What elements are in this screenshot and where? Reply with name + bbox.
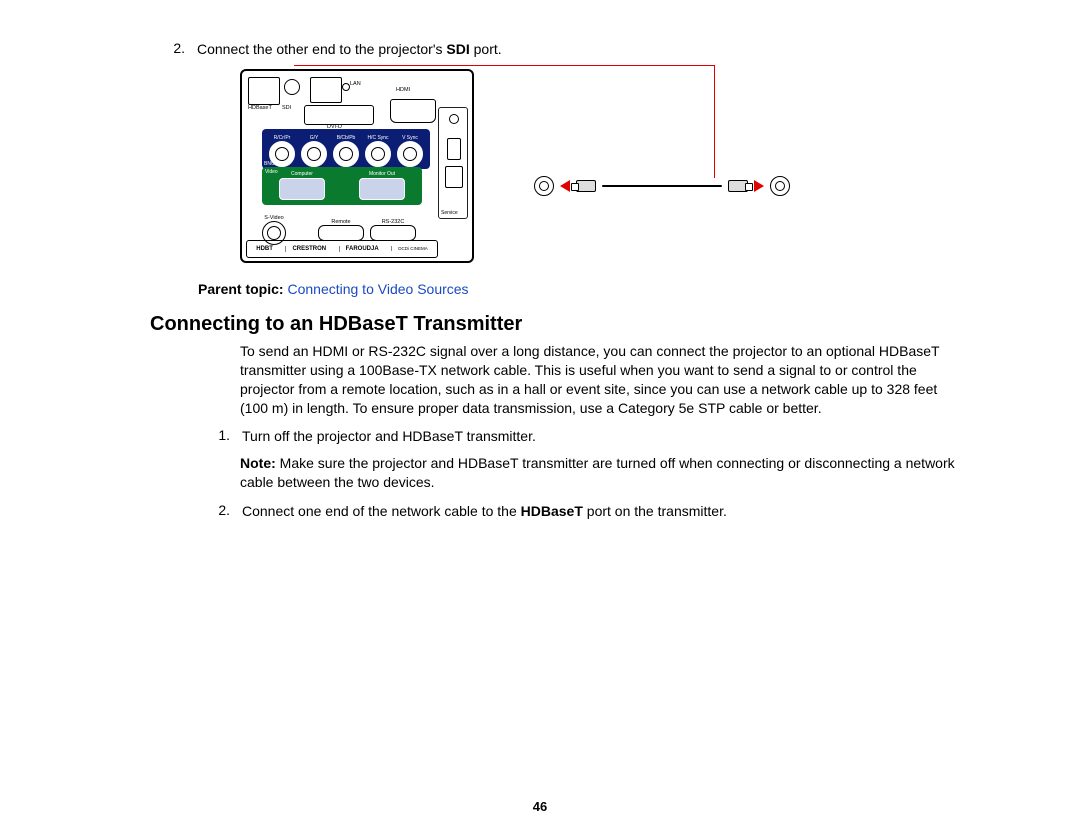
sdi-label: SDI [282, 105, 291, 111]
cable-plug-left [576, 180, 596, 192]
bnc-side-label: BNC [264, 161, 275, 167]
step-2-row: 2. Connect the other end to the projecto… [150, 40, 960, 59]
hd-step2-after: port on the transmitter. [583, 503, 727, 519]
side-wifi-port [445, 166, 463, 188]
projector-rear-panel: HDBaseT SDI LAN DVI-D HDMI BNC R/Cr/Pr G… [240, 69, 474, 263]
brand-3: DCDi CINEMA [391, 246, 434, 251]
step2-before: Connect the other end to the projector's [197, 41, 446, 57]
hd-step-1: 1. Turn off the projector and HDBaseT tr… [195, 427, 960, 446]
bnc-strip: BNC R/Cr/Pr G/Y B/Cb/Pb H/C Sync V Sync [262, 129, 430, 169]
step-number: 2. [150, 40, 197, 59]
lan-port [310, 77, 342, 103]
dvid-port [304, 105, 374, 125]
note-bold: Note: [240, 455, 276, 471]
hdbaset-port [248, 77, 280, 105]
bnc-port-2 [333, 141, 359, 167]
intro-paragraph: To send an HDMI or RS-232C signal over a… [240, 342, 960, 418]
lan-led [342, 83, 350, 91]
rs232-port [370, 225, 416, 241]
sdi-port [284, 79, 300, 95]
monitor-out-port [359, 178, 405, 200]
bnc-port-4 [397, 141, 423, 167]
bnc-lbl-4: V Sync [402, 135, 418, 141]
video-left-label: Video [265, 169, 278, 175]
hdmi-label: HDMI [396, 87, 410, 93]
side-usb-port [447, 138, 461, 160]
lan-label: LAN [350, 81, 361, 87]
hd-step1-text: Turn off the projector and HDBaseT trans… [242, 427, 960, 446]
bnc-lbl-1: G/Y [310, 135, 319, 141]
arrow-right-icon [754, 180, 764, 192]
video-strip: Video Computer Monitor Out [262, 167, 422, 205]
service-label: Service [441, 210, 458, 216]
cable-line [602, 185, 722, 187]
note-text: Make sure the projector and HDBaseT tran… [240, 455, 955, 490]
bnc-lbl-2: B/Cb/Pb [337, 135, 356, 141]
hd-step1-num: 1. [195, 427, 242, 446]
parent-topic: Parent topic: Connecting to Video Source… [198, 281, 960, 297]
cable-plug-right [728, 180, 748, 192]
brand-0: HDBT [250, 246, 279, 252]
remote-port [318, 225, 364, 241]
hd-step2-num: 2. [195, 502, 242, 521]
step2-bold: SDI [446, 41, 469, 57]
bnc-lbl-0: R/Cr/Pr [274, 135, 291, 141]
bnc-port-3 [365, 141, 391, 167]
brand-2: FAROUDJA [339, 246, 385, 252]
hd-step-2: 2. Connect one end of the network cable … [195, 502, 960, 521]
hd-step2-text: Connect one end of the network cable to … [242, 502, 960, 521]
bnc-lbl-3: H/C Sync [367, 135, 388, 141]
step-text: Connect the other end to the projector's… [197, 40, 960, 59]
remote-label: Remote [331, 219, 350, 225]
brand-bar: HDBT CRESTRON FAROUDJA DCDi CINEMA [246, 240, 438, 258]
page-number: 46 [0, 799, 1080, 814]
cable-jack-left [534, 176, 554, 196]
side-led [449, 114, 459, 124]
hd-note: Note: Make sure the projector and HDBase… [240, 454, 960, 492]
arrow-left-icon [560, 180, 570, 192]
hdbaset-label: HDBaseT [248, 105, 272, 111]
bottom-port-row: S-Video Remote RS-232C [262, 221, 422, 239]
vga2-label: Monitor Out [369, 171, 395, 177]
parent-topic-label: Parent topic: [198, 281, 287, 297]
diagram-block: HDBaseT SDI LAN DVI-D HDMI BNC R/Cr/Pr G… [240, 69, 960, 263]
page-content: 2. Connect the other end to the projecto… [0, 0, 1080, 549]
section-heading: Connecting to an HDBaseT Transmitter [150, 313, 960, 336]
service-column: Service [438, 107, 468, 219]
vga1-label: Computer [291, 171, 313, 177]
hdmi-port [390, 99, 436, 123]
step2-after: port. [470, 41, 502, 57]
cable-diagram [534, 176, 790, 196]
svideo-label: S-Video [264, 215, 283, 221]
hd-step2-before: Connect one end of the network cable to … [242, 503, 521, 519]
brand-1: CRESTRON [285, 246, 332, 252]
cable-jack-right [770, 176, 790, 196]
parent-topic-link[interactable]: Connecting to Video Sources [287, 281, 468, 297]
computer-vga-port [279, 178, 325, 200]
bnc-port-1 [301, 141, 327, 167]
rs232-label: RS-232C [382, 219, 405, 225]
hd-step2-bold: HDBaseT [521, 503, 583, 519]
